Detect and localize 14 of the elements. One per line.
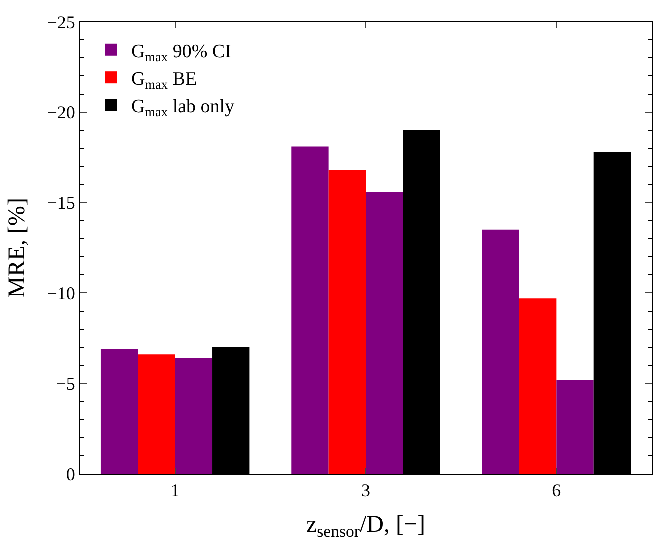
y-tick-label: −5 xyxy=(56,374,76,394)
x-axis-title: z$_{sensor}$/D, [−] xyxy=(306,512,426,541)
y-tick-label: −20 xyxy=(47,102,76,123)
legend-label: G$_{max}$ BE xyxy=(131,69,198,92)
x-tick-label: 1 xyxy=(170,480,180,501)
x-tick-label: 6 xyxy=(552,480,562,501)
y-tick-label: −25 xyxy=(47,12,76,32)
legend-label: G$_{max}$ 90% CI xyxy=(131,41,232,64)
x-tick-label: 3 xyxy=(362,480,370,501)
legend-label: G$_{max}$ lab only xyxy=(131,96,236,120)
y-axis-title: MRE, [%] xyxy=(4,198,30,298)
y-tick-label: −15 xyxy=(47,193,76,214)
y-tick-label: −10 xyxy=(47,284,76,304)
y-tick-label: 0 xyxy=(66,464,76,484)
